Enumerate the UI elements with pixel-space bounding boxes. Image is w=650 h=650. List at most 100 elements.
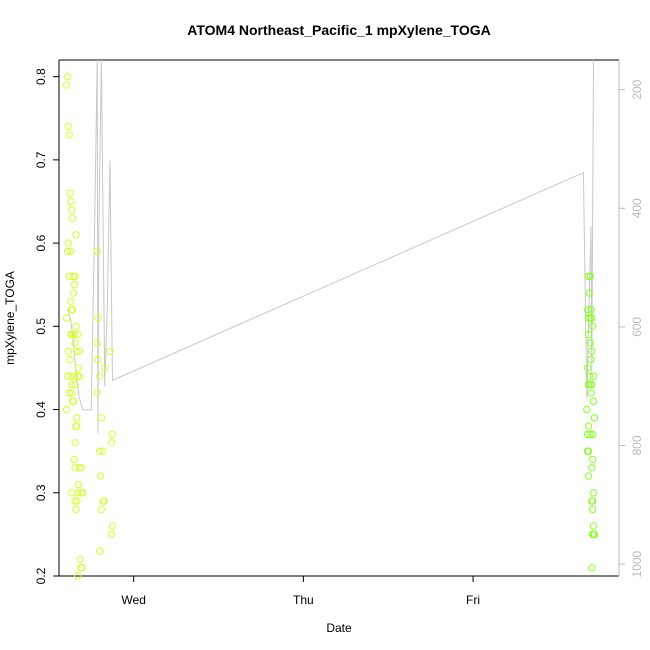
data-point [77, 464, 85, 472]
data-point [107, 439, 116, 447]
data-point [71, 380, 79, 389]
data-point [94, 355, 102, 364]
data-point [73, 422, 81, 430]
data-point [72, 322, 80, 330]
y-tick-label: 0.3 [34, 484, 48, 501]
data-point [589, 497, 597, 505]
y-tick-label: 0.8 [34, 68, 48, 85]
data-point [583, 430, 592, 439]
data-point [70, 330, 79, 339]
data-point [62, 81, 71, 89]
data-point [67, 297, 75, 306]
data-point [74, 489, 82, 497]
data-point [73, 497, 81, 505]
y2-tick-label: 200 [630, 79, 644, 99]
data-point [78, 564, 86, 572]
data-point [65, 272, 73, 281]
data-point [73, 347, 81, 355]
points-layer [62, 72, 599, 580]
data-point [62, 405, 71, 414]
data-point [69, 397, 78, 405]
data-point [588, 564, 596, 572]
data-point [68, 214, 77, 222]
data-point [68, 489, 76, 497]
data-point [65, 131, 73, 139]
data-point [71, 272, 79, 281]
data-point [588, 380, 596, 389]
data-point [585, 289, 593, 297]
data-point [68, 206, 76, 214]
data-point [96, 472, 105, 480]
data-point [70, 281, 79, 289]
data-point [586, 272, 594, 281]
data-point [63, 72, 72, 81]
y-tick-label: 0.2 [34, 567, 48, 584]
data-point [589, 455, 597, 464]
data-point [71, 439, 79, 447]
y2-tick-label: 400 [630, 198, 644, 218]
data-point [588, 464, 596, 472]
data-point [69, 289, 78, 297]
data-point [64, 122, 73, 131]
data-point [589, 430, 597, 439]
altitude-line-layer [67, 59, 594, 434]
x-axis-label: Date [326, 621, 352, 635]
data-point [71, 339, 79, 347]
data-point [588, 314, 596, 322]
data-point [72, 505, 80, 514]
data-point [74, 364, 83, 372]
data-point [589, 522, 598, 530]
data-point [589, 530, 598, 539]
y-tick-label: 0.6 [34, 234, 48, 251]
data-point [73, 414, 81, 422]
data-point [108, 522, 117, 530]
data-point [100, 497, 108, 505]
data-point [586, 339, 594, 347]
data-point [583, 364, 592, 372]
data-point [76, 555, 84, 564]
data-point [96, 547, 104, 555]
data-point [583, 447, 592, 455]
y-tick-label: 0.7 [34, 151, 48, 168]
data-point [72, 231, 80, 239]
data-point [93, 389, 101, 397]
data-point [74, 330, 82, 339]
data-point [68, 306, 77, 314]
data-point [70, 372, 79, 380]
data-point [75, 372, 84, 380]
plot-frame [58, 59, 620, 577]
data-point [75, 347, 84, 355]
data-point [590, 414, 599, 422]
x-tick-label: Wed [121, 593, 145, 607]
y-tick-label: 0.5 [34, 318, 48, 335]
y2-tick-label: 1000 [630, 550, 644, 577]
data-point [99, 447, 107, 455]
data-point [96, 447, 104, 455]
data-point [97, 505, 106, 514]
data-point [584, 422, 593, 430]
data-point [67, 247, 75, 256]
data-point [64, 239, 73, 247]
y-tick-label: 0.4 [34, 401, 48, 418]
altitude-line [67, 59, 594, 434]
data-point [589, 397, 598, 405]
data-point [584, 472, 593, 480]
data-point [584, 330, 593, 339]
data-point [93, 247, 101, 256]
data-point [587, 389, 595, 397]
data-point [64, 347, 73, 355]
data-point [97, 414, 106, 422]
data-point [79, 489, 87, 497]
y2-tick-label: 800 [630, 435, 644, 455]
chart-title: ATOM4 Northeast_Pacific_1 mpXylene_TOGA [187, 22, 490, 38]
data-point [96, 372, 104, 380]
data-point [68, 389, 76, 397]
data-point [583, 306, 592, 314]
data-point [66, 355, 74, 364]
data-point [93, 339, 101, 347]
y-axis-label: mpXylene_TOGA [3, 271, 17, 365]
data-point [62, 314, 71, 322]
data-point [589, 372, 598, 380]
data-point [585, 372, 593, 380]
